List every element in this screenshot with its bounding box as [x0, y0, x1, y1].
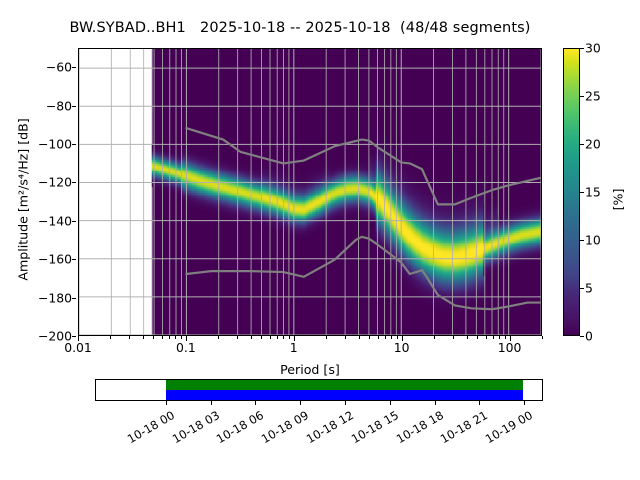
colorbar-tick-label: 30: [585, 40, 601, 56]
colorbar-tick-label: 25: [585, 88, 601, 104]
x-tick-label: 100: [497, 340, 522, 355]
x-tick-mark-minor: [110, 336, 112, 339]
y-tick-mark: [72, 182, 76, 184]
colorbar-tick-label: 20: [585, 136, 601, 152]
plot-gridlines: [79, 49, 541, 335]
colorbar-tick-label: 15: [585, 184, 601, 200]
x-tick-mark-minor: [377, 336, 379, 339]
coverage-band-blue: [166, 390, 524, 400]
x-tick-mark-minor: [396, 336, 398, 339]
y-tick-label: −180: [37, 290, 72, 306]
x-tick-mark-minor: [269, 336, 271, 339]
x-tick-mark-minor: [161, 336, 163, 339]
y-tick-mark: [72, 336, 76, 337]
x-tick-mark-minor: [218, 336, 220, 339]
coverage-tick-mark: [255, 401, 257, 405]
x-tick-label: 0.1: [176, 340, 196, 355]
x-tick-mark-major: [185, 336, 187, 341]
x-tick-mark-minor: [391, 336, 393, 339]
x-tick-mark-minor: [504, 336, 506, 339]
x-tick-mark-minor: [326, 336, 328, 339]
colorbar-tick-mark: [580, 192, 584, 193]
x-tick-mark-minor: [142, 336, 144, 339]
x-tick-mark-major: [401, 336, 403, 341]
colorbar-tick-mark: [580, 336, 584, 337]
x-tick-mark-minor: [499, 336, 501, 339]
coverage-tick-mark: [524, 401, 526, 405]
y-axis: Amplitude [m²/s⁴/Hz] [dB] −60 −80 −100 −120…: [0, 0, 73, 480]
coverage-tick-mark: [210, 401, 212, 405]
x-tick-mark-minor: [283, 336, 285, 339]
y-tick-label: −140: [37, 213, 72, 229]
x-tick-mark-minor: [485, 336, 487, 339]
x-tick-mark-major: [78, 336, 79, 341]
y-tick-mark: [72, 105, 76, 107]
colorbar-tick-mark: [580, 240, 584, 241]
x-tick-mark-minor: [345, 336, 347, 339]
x-tick-mark-minor: [434, 336, 436, 339]
x-axis-label: Period [s]: [280, 362, 340, 377]
x-tick-label: 1: [289, 340, 298, 355]
colorbar-tick-label: 10: [585, 232, 601, 248]
x-tick-mark-minor: [175, 336, 177, 339]
x-tick-mark-minor: [250, 336, 252, 339]
x-tick-mark-minor: [180, 336, 182, 339]
x-tick-mark-minor: [369, 336, 371, 339]
colorbar-tick-mark: [580, 48, 584, 49]
x-tick-mark-minor: [277, 336, 279, 339]
colorbar-tick-mark: [580, 96, 584, 97]
colorbar-tick-label: 5: [585, 280, 593, 296]
y-tick-label: −120: [37, 174, 72, 190]
x-tick-mark-minor: [169, 336, 171, 339]
y-tick-mark: [72, 67, 76, 69]
coverage-tick-mark: [300, 401, 302, 405]
noise-model-curves: [185, 127, 541, 311]
x-tick-mark-minor: [358, 336, 360, 339]
y-tick-mark: [72, 144, 76, 145]
colorbar-tick-mark: [580, 144, 584, 145]
coverage-tick-mark: [479, 401, 481, 405]
x-tick-mark-minor: [384, 336, 386, 339]
x-tick-mark-minor: [261, 336, 263, 339]
x-tick-mark-minor: [492, 336, 494, 339]
x-tick-mark-minor: [542, 336, 543, 339]
coverage-tick-mark: [344, 401, 346, 405]
colorbar-tick-label: 0: [585, 328, 593, 344]
y-tick-mark: [72, 220, 76, 222]
time-coverage-bar[interactable]: [95, 379, 543, 401]
x-tick-mark-minor: [237, 336, 239, 339]
x-tick-mark-minor: [477, 336, 479, 339]
y-tick-mark: [72, 259, 76, 261]
x-tick-mark-minor: [466, 336, 468, 339]
x-tick-label: 10: [393, 340, 410, 355]
x-tick-label: 0.01: [64, 340, 92, 355]
x-tick-mark-minor: [153, 336, 155, 339]
y-tick-mark: [72, 297, 76, 299]
y-tick-label: −60: [45, 59, 72, 75]
y-tick-label: −80: [45, 98, 72, 114]
x-tick-mark-major: [509, 336, 511, 341]
plot-title: BW.SYBAD..BH1 2025-10-18 -- 2025-10-18 (…: [69, 20, 531, 36]
x-tick-mark-minor: [288, 336, 290, 339]
coverage-tick-mark: [389, 401, 391, 405]
y-tick-label: −100: [37, 136, 72, 152]
coverage-tick-mark: [434, 401, 436, 405]
psd-density-heatmap: [79, 49, 541, 335]
y-tick-label: −200: [37, 328, 72, 344]
y-tick-label: −160: [37, 251, 72, 267]
ppsd-plot-area[interactable]: [78, 48, 542, 336]
colorbar-tick-mark: [580, 288, 584, 289]
x-tick-mark-minor: [453, 336, 455, 339]
colorbar: [563, 48, 580, 336]
colorbar-unit-label: [%]: [610, 188, 626, 211]
coverage-band-green: [166, 380, 524, 390]
x-tick-mark-major: [293, 336, 295, 341]
y-axis-label: Amplitude [m²/s⁴/Hz] [dB]: [15, 118, 31, 281]
x-tick-mark-minor: [129, 336, 131, 339]
coverage-tick-mark: [165, 401, 167, 405]
